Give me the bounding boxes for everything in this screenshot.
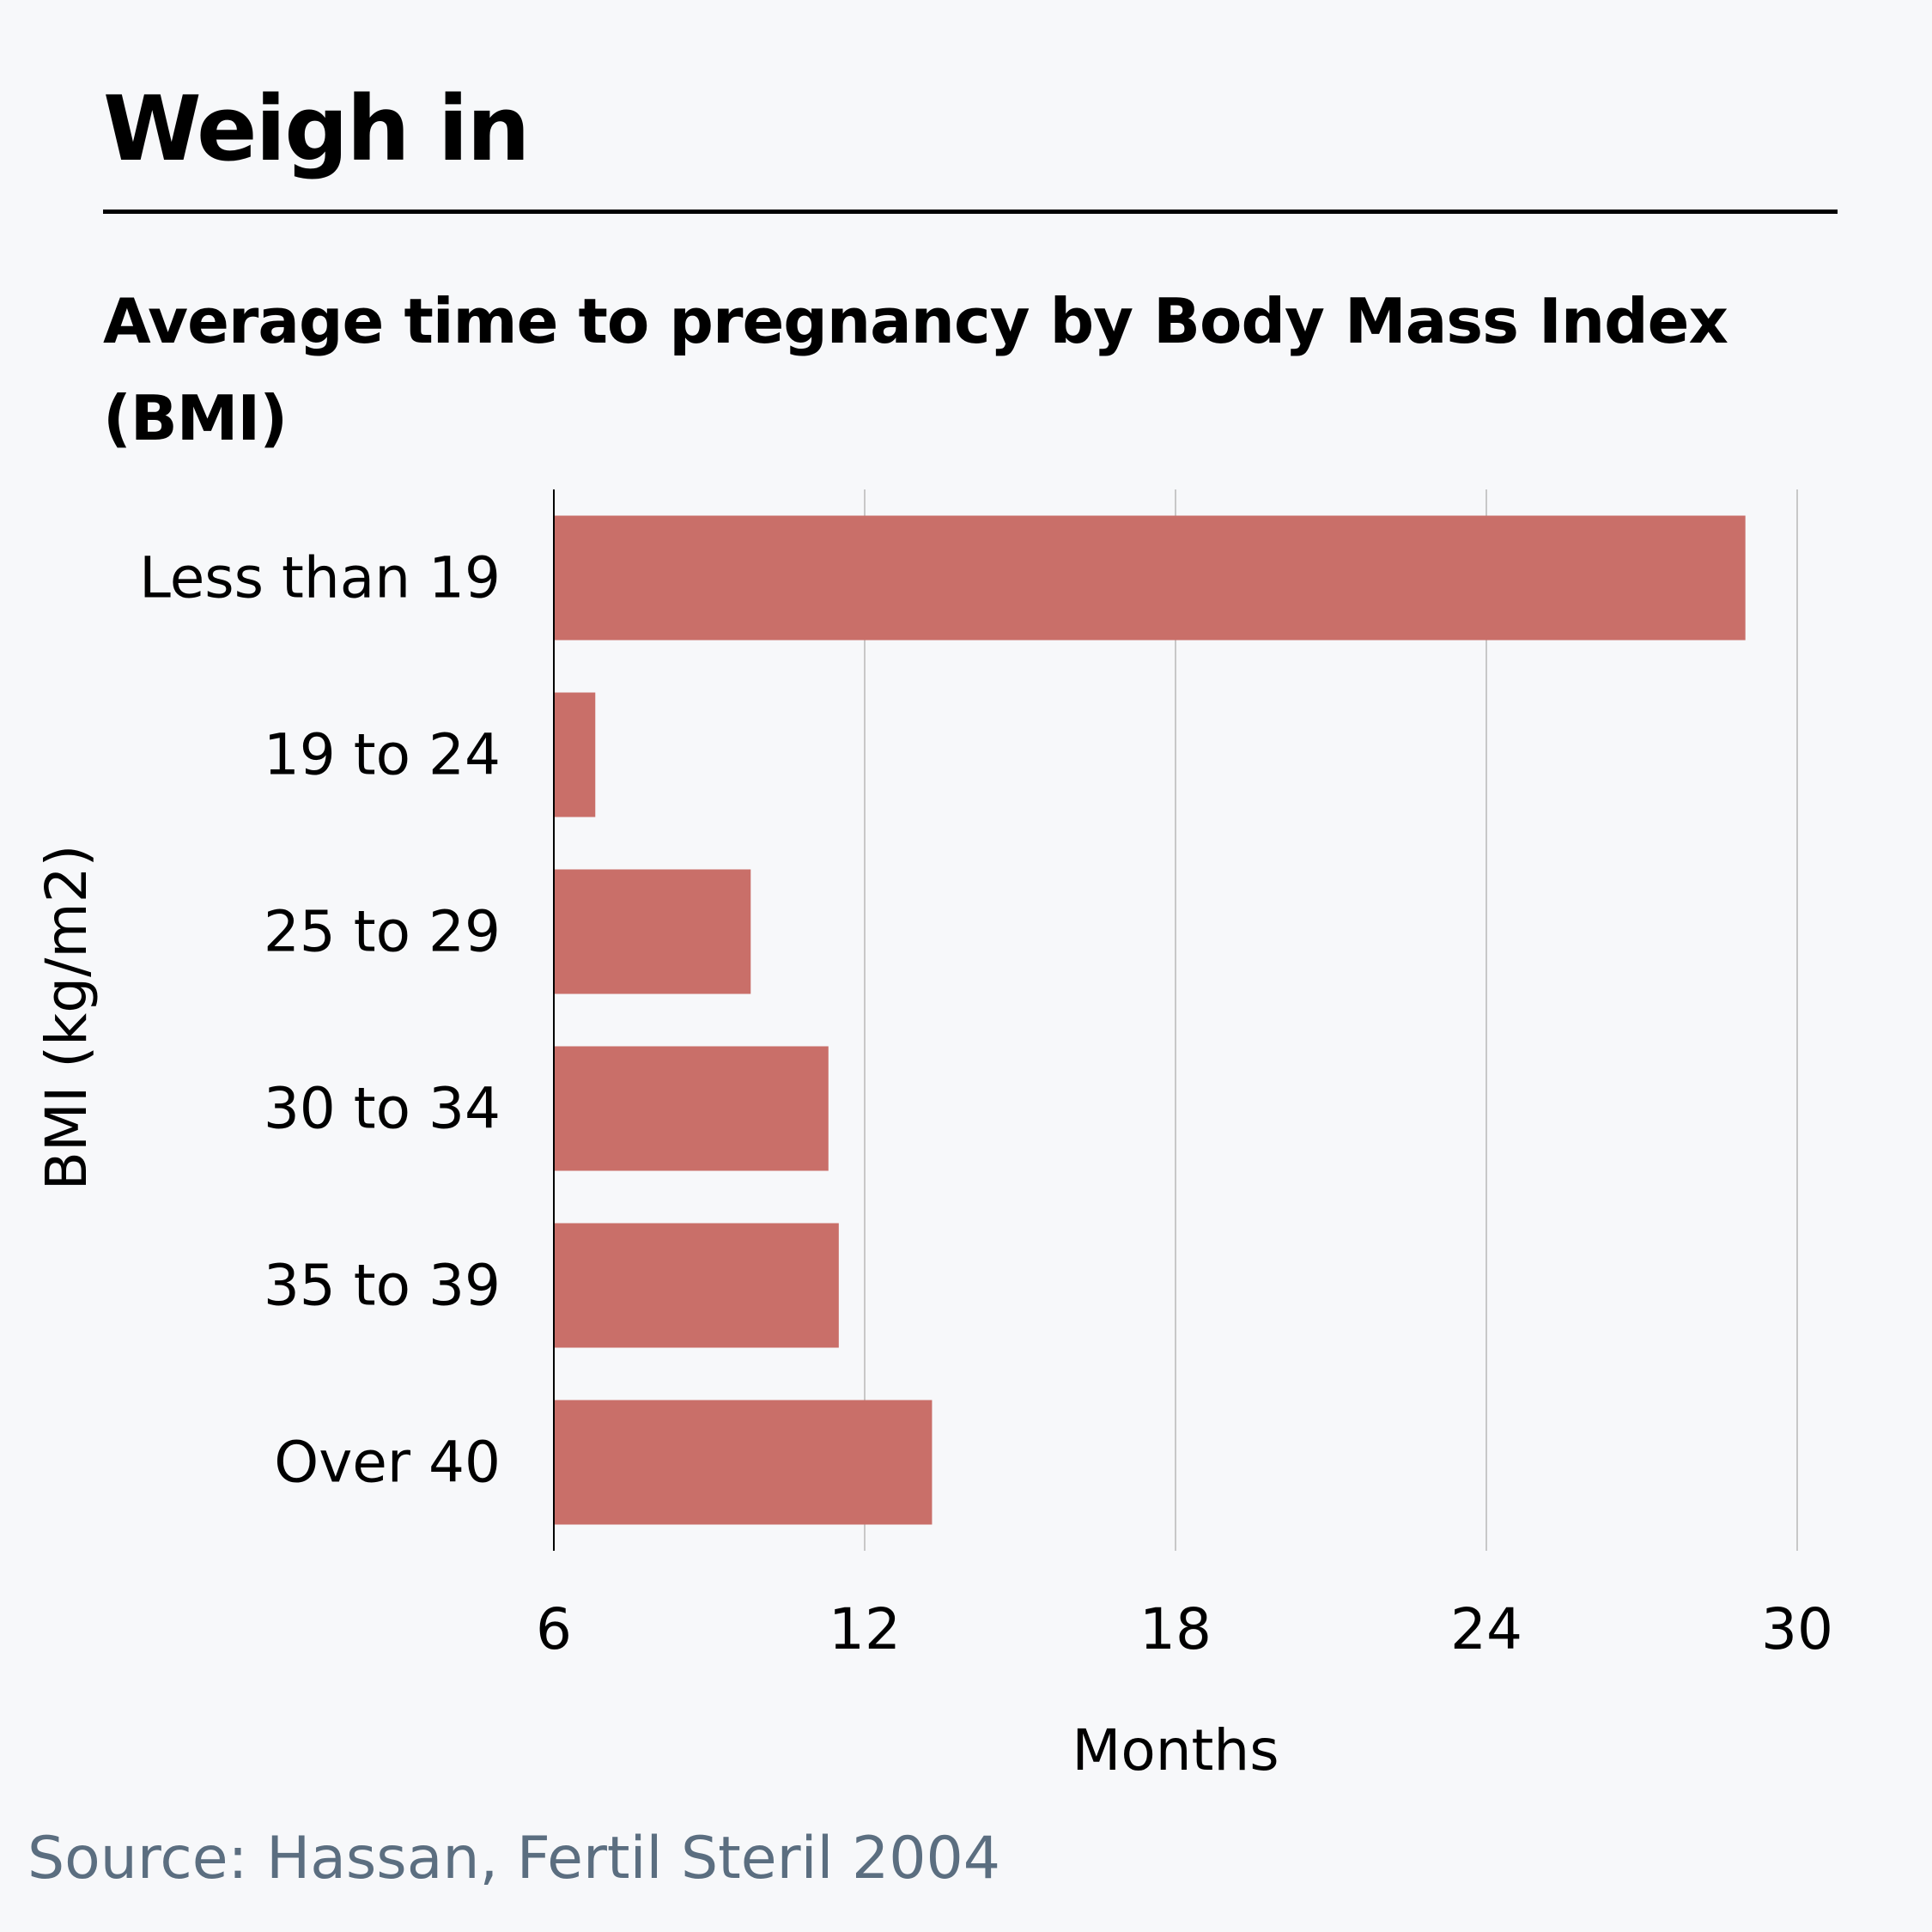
category-labels: Less than 19 19 to 24 25 to 29 30 to 34 35 t… [139, 545, 501, 1496]
bars [554, 515, 1746, 1525]
chart-subtitle: Average time to pregnancy by Body Mass I… [103, 285, 1728, 454]
x-tick-label: 12 [829, 1596, 901, 1662]
title-divider [103, 210, 1838, 214]
x-tick-label: 24 [1450, 1596, 1522, 1662]
x-tick-label: 18 [1139, 1596, 1212, 1662]
bar [554, 1400, 933, 1525]
category-label: Over 40 [274, 1430, 501, 1496]
category-label: Less than 19 [139, 545, 501, 611]
category-label: 35 to 39 [264, 1253, 501, 1319]
bar [554, 869, 751, 994]
x-tick-labels: 6 12 18 24 30 [536, 1596, 1833, 1662]
y-axis-label: BMI (kg/m2) [33, 845, 100, 1191]
bar [554, 515, 1746, 641]
x-tick-label: 6 [536, 1596, 572, 1662]
bar [554, 692, 596, 817]
x-tick-label: 30 [1761, 1596, 1833, 1662]
category-label: 25 to 29 [264, 899, 501, 965]
bar [554, 1046, 829, 1171]
category-label: 30 to 34 [264, 1076, 501, 1142]
category-label: 19 to 24 [264, 722, 501, 788]
bar [554, 1223, 839, 1348]
source-note: Source: Hassan, Fertil Steril 2004 [27, 1825, 1001, 1893]
grid-lines [864, 489, 1798, 1551]
chart-title: Weigh in [103, 76, 531, 181]
x-axis-label: Months [1072, 1717, 1279, 1783]
